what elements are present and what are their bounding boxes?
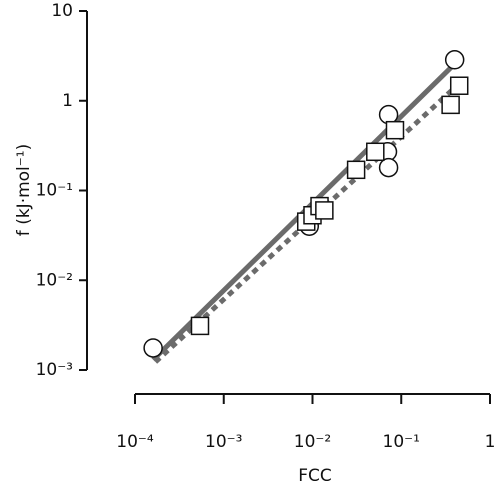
y-tick-label: 1: [62, 91, 73, 111]
x-tick-label: 10⁻³: [205, 432, 242, 452]
x-tick-label: 10⁻²: [294, 432, 331, 452]
fit-line: [153, 77, 465, 364]
square-marker: [385, 120, 405, 140]
x-tick-label: 1: [485, 432, 496, 452]
x-axis-label: FCC: [298, 466, 332, 486]
y-tick-label: 10⁻²: [36, 270, 73, 290]
x-tick-label: 10⁻⁴: [116, 432, 154, 452]
square-marker: [346, 160, 366, 180]
circle-marker: [143, 338, 163, 358]
square-marker: [366, 142, 385, 162]
square-marker: [449, 76, 469, 95]
square-marker: [441, 95, 460, 115]
y-tick-label: 10⁻¹: [36, 181, 73, 201]
square-marker: [190, 316, 210, 336]
x-tick-label: 10⁻¹: [383, 432, 420, 452]
y-tick-label: 10⁻³: [36, 360, 73, 380]
circle-marker: [378, 157, 399, 178]
circle-marker: [444, 50, 465, 70]
y-tick-label: 10: [51, 1, 73, 21]
y-axis-label: f (kJ·mol⁻¹): [14, 144, 34, 236]
square-marker: [315, 201, 334, 220]
